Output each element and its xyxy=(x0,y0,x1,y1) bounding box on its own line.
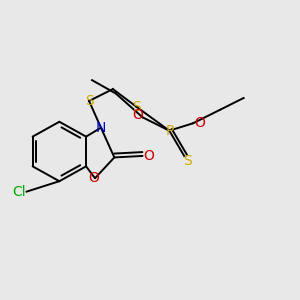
Text: O: O xyxy=(144,149,154,163)
Text: Cl: Cl xyxy=(12,184,26,199)
Text: O: O xyxy=(194,116,205,130)
Text: O: O xyxy=(132,108,143,122)
Text: N: N xyxy=(96,121,106,135)
Text: O: O xyxy=(88,171,99,185)
Text: P: P xyxy=(165,124,173,138)
Text: S: S xyxy=(85,94,93,108)
Text: S: S xyxy=(132,100,141,114)
Text: S: S xyxy=(183,154,191,168)
